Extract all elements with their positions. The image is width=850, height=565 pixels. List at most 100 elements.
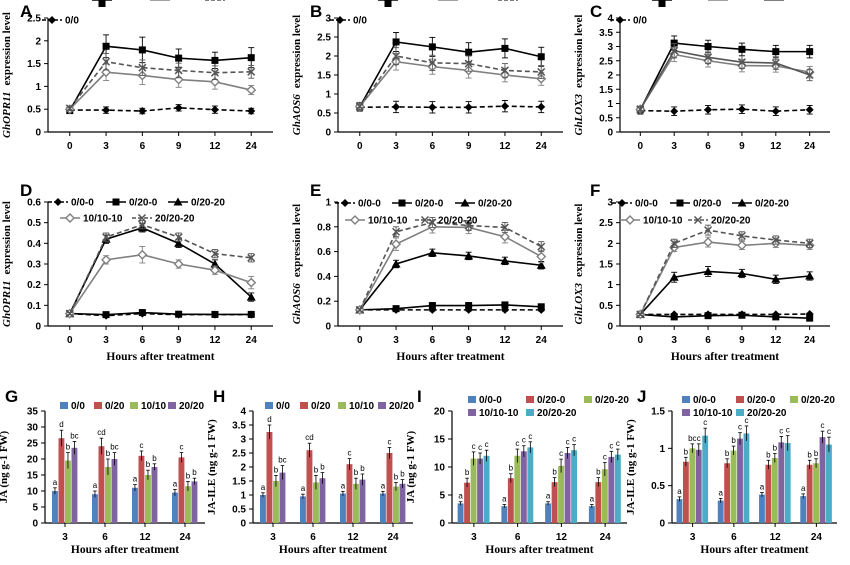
legend-item: 0/20-0 [670, 199, 722, 210]
legend-marker [737, 198, 747, 207]
legend-item: 0/0-0 [335, 199, 381, 210]
data-point-marker [805, 239, 814, 248]
significance-label: c [779, 426, 783, 435]
x-tick-label: 24 [804, 141, 816, 152]
x-tick-label: 24 [179, 532, 191, 543]
bar [676, 499, 683, 523]
data-point-marker [210, 105, 219, 114]
legend-item: 0/20-0 [526, 395, 566, 406]
data-point-marker [101, 254, 112, 265]
y-tick-label: 0.5 [27, 105, 41, 116]
series-line [69, 253, 252, 315]
bar [501, 506, 508, 523]
legend-item: 10/10-10 [468, 408, 519, 419]
bar [717, 500, 724, 523]
legend-label: 0/20-0 [537, 395, 566, 406]
y-tick-label: 1.5 [599, 260, 613, 271]
series-line [639, 53, 810, 110]
legend-marker [618, 199, 626, 207]
series-0-0-0 [355, 305, 546, 314]
x-tick-label: 3 [393, 141, 399, 152]
data-point-marker [210, 259, 220, 268]
data-point-marker [500, 66, 509, 75]
significance-label: c [528, 432, 532, 441]
data-point-marker [464, 251, 474, 260]
x-tick-label: 0 [67, 335, 73, 346]
significance-label: a [341, 481, 346, 490]
series-line [639, 42, 810, 111]
significance-label: b [596, 468, 601, 477]
legend-marker [48, 16, 56, 24]
data-point-marker [501, 44, 509, 52]
legend-swatch [468, 396, 476, 403]
significance-label: b [552, 468, 557, 477]
legend-item: 0/0 [265, 401, 290, 412]
bar [340, 493, 346, 523]
y-tick-label: 0.5 [317, 109, 331, 120]
y-tick-label: 2.5 [232, 449, 246, 460]
significance-label: b [354, 468, 359, 477]
data-point-marker [771, 235, 780, 245]
significance-label: c [347, 449, 351, 458]
series-0-20-20 [355, 248, 546, 314]
series-line [359, 221, 542, 311]
legend-label: 20/20 [787, 0, 812, 3]
x-tick-label: 12 [770, 532, 782, 543]
data-point-marker [805, 271, 815, 280]
y-tick-label: 1.5 [651, 407, 665, 418]
significance-label: bc [110, 443, 118, 452]
data-point-marker [102, 233, 111, 242]
legend-label: 20/20-20 [537, 408, 577, 419]
y-axis-label: GhOPR11 expression level [1, 201, 13, 327]
bar [58, 438, 65, 523]
y-axis-label: GhOPR11 expression level [1, 12, 13, 138]
significance-label: c [738, 423, 742, 432]
legend-marker [173, 197, 183, 206]
y-tick-label: 0 [659, 519, 665, 530]
legend-swatch [378, 402, 386, 409]
data-point-marker [737, 269, 747, 278]
data-point-marker [537, 67, 546, 76]
legend-swatch [526, 396, 534, 403]
legend-label: 0/20 [311, 401, 331, 412]
legend-item: 10/10 [338, 401, 374, 412]
significance-label: b [773, 444, 778, 453]
x-axis-title: Hours after treatment [396, 351, 504, 363]
panel-d: 0 0.1 0.2 0.3 0.4 0.5 0.6 0 3 6 9 12 24 Hours after t… [1, 181, 273, 363]
data-point-marker [247, 253, 256, 262]
panel-f: 0 0.5 1 1.5 2 2.5 3 0 3 6 9 12 24 Hours after treatme… [573, 181, 830, 363]
legend-label: 0/20-20 [478, 199, 512, 210]
bar [778, 442, 785, 523]
x-tick-label: 24 [600, 532, 612, 543]
data-point-marker [137, 249, 148, 260]
data-point-marker [247, 67, 256, 76]
x-tick-label: 0 [357, 335, 363, 346]
data-point-marker [670, 107, 679, 116]
data-point-marker [464, 59, 473, 68]
y-tick-label: 3 [240, 435, 246, 446]
x-tick-label: 6 [310, 532, 316, 543]
x-tick-label: 3 [62, 532, 68, 543]
series-10-10-10 [635, 236, 815, 320]
significance-label: c [697, 434, 701, 443]
legend-label: 0/20-20 [755, 199, 789, 210]
legend-item: 0/0-0 [682, 395, 716, 406]
legend-label: 0/0-0 [358, 199, 381, 210]
y-tick-label: 4 [240, 407, 246, 418]
legend-item: 20/20 [764, 0, 812, 3]
series-line [359, 252, 542, 311]
y-tick-label: 0.6 [317, 247, 331, 258]
bar [380, 493, 386, 523]
legend-item: 0/0-0 [612, 199, 658, 210]
series-10-10 [635, 46, 815, 115]
y-axis-label-text: expression level [1, 201, 13, 274]
x-tick-label: 12 [770, 141, 782, 152]
data-point-marker [246, 277, 257, 288]
y-tick-label: 1.5 [27, 59, 41, 70]
y-tick-label: 5 [32, 503, 38, 514]
data-point-marker [138, 46, 146, 54]
data-point-marker [501, 301, 509, 309]
